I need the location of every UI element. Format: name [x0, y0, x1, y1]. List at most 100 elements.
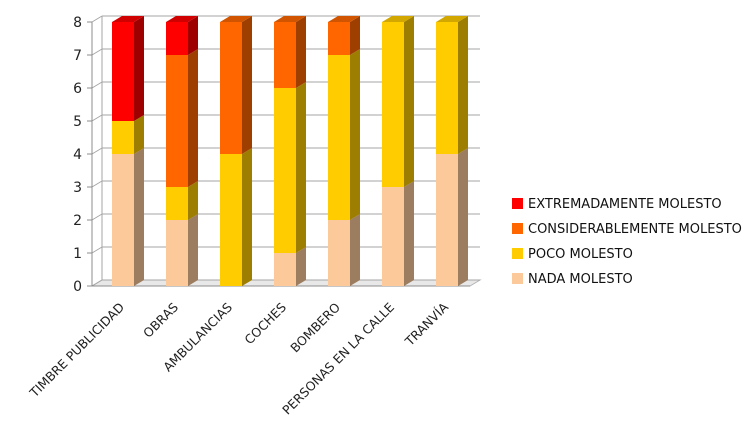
bar-segment — [274, 82, 306, 253]
bar-side — [350, 16, 360, 55]
bar-segment — [382, 16, 414, 187]
legend-swatch — [512, 198, 523, 209]
bars-layer — [112, 16, 468, 286]
legend-swatch — [512, 248, 523, 259]
gridline-diagonal — [91, 81, 103, 89]
y-tick-label: 0 — [73, 279, 82, 295]
bar-front — [274, 253, 296, 286]
x-tick-label: OBRAS — [140, 299, 181, 340]
y-tick-label: 3 — [73, 180, 82, 196]
bar-side — [188, 16, 198, 55]
bar-side — [188, 181, 198, 220]
gridline-diagonal — [91, 48, 103, 56]
gridline-diagonal — [91, 114, 103, 122]
y-tick-label: 7 — [73, 48, 82, 64]
bar-top — [328, 16, 360, 22]
bar-front — [166, 55, 188, 187]
bar-front — [274, 88, 296, 253]
legend: EXTREMADAMENTE MOLESTO CONSIDERABLEMENTE … — [512, 197, 742, 287]
bar-segment — [436, 16, 468, 154]
bar-segment — [436, 148, 468, 286]
bar-segment — [274, 247, 306, 286]
bar-top — [112, 16, 144, 22]
bar-segment — [112, 16, 144, 121]
bar-front — [382, 187, 404, 286]
bar-side — [134, 115, 144, 154]
bar-front — [382, 22, 404, 187]
legend-label: EXTREMADAMENTE MOLESTO — [528, 197, 722, 212]
bar-segment — [328, 16, 360, 55]
bar-segment — [274, 16, 306, 88]
bar-front — [166, 22, 188, 55]
y-tick-label: 8 — [73, 15, 82, 31]
bar-segment — [112, 148, 144, 286]
legend-item: CONSIDERABLEMENTE MOLESTO — [512, 222, 742, 237]
bar-front — [328, 55, 350, 220]
gridline-diagonal — [91, 147, 103, 155]
y-tick-label: 1 — [73, 246, 82, 262]
bar-side — [350, 214, 360, 286]
gridline-diagonal — [91, 15, 103, 23]
bar-segment — [328, 214, 360, 286]
bar-top — [220, 16, 252, 22]
y-tick-label: 6 — [73, 81, 82, 97]
bar-top — [166, 16, 198, 22]
gridline-diagonal — [91, 213, 103, 221]
bar-side — [296, 82, 306, 253]
bar-segment — [166, 214, 198, 286]
y-tick-label: 5 — [73, 114, 82, 130]
bar-front — [166, 187, 188, 220]
bar-side — [188, 49, 198, 187]
bar-side — [404, 181, 414, 286]
legend-swatch — [512, 223, 523, 234]
bar-front — [112, 121, 134, 154]
bar-side — [458, 148, 468, 286]
bar-side — [296, 247, 306, 286]
bar-segment — [166, 16, 198, 55]
bar-front — [112, 154, 134, 286]
legend-label: POCO MOLESTO — [528, 247, 633, 262]
x-tick-label: PERSONAS EN LA CALLE — [279, 299, 397, 417]
bar-front — [328, 220, 350, 286]
bar-side — [242, 16, 252, 154]
bar-top — [274, 16, 306, 22]
bar-front — [166, 220, 188, 286]
bar-segment — [220, 148, 252, 286]
gridline-diagonal — [91, 279, 103, 287]
bar-front — [328, 22, 350, 55]
bar-side — [350, 49, 360, 220]
bar-segment — [166, 49, 198, 187]
legend-item: NADA MOLESTO — [512, 272, 633, 287]
bar-side — [296, 16, 306, 88]
bar-segment — [220, 16, 252, 154]
x-tick-label: TIMBRE PUBLICIDAD — [26, 300, 127, 401]
y-tick-label: 2 — [73, 213, 82, 229]
legend-label: CONSIDERABLEMENTE MOLESTO — [528, 222, 742, 237]
bar-front — [220, 154, 242, 286]
bar-segment — [328, 49, 360, 220]
bar-front — [274, 22, 296, 88]
legend-swatch — [512, 273, 523, 284]
bar-side — [188, 214, 198, 286]
legend-label: NADA MOLESTO — [528, 272, 633, 287]
bar-front — [436, 22, 458, 154]
bar-front — [112, 22, 134, 121]
bar-front — [220, 22, 242, 154]
bar-side — [242, 148, 252, 286]
bar-segment — [166, 181, 198, 220]
y-tick-label: 4 — [73, 147, 82, 163]
bar-segment — [382, 181, 414, 286]
bar-top — [436, 16, 468, 22]
bar-front — [436, 154, 458, 286]
bar-segment — [112, 115, 144, 154]
bar-side — [458, 16, 468, 154]
bar-side — [134, 16, 144, 121]
x-tick-label: BOMBERO — [287, 299, 343, 355]
legend-item: POCO MOLESTO — [512, 247, 633, 262]
x-tick-label: TRANVÍA — [401, 299, 451, 349]
bar-side — [134, 148, 144, 286]
gridline-diagonal — [91, 246, 103, 254]
gridline-diagonal — [91, 180, 103, 188]
legend-item: EXTREMADAMENTE MOLESTO — [512, 197, 722, 212]
